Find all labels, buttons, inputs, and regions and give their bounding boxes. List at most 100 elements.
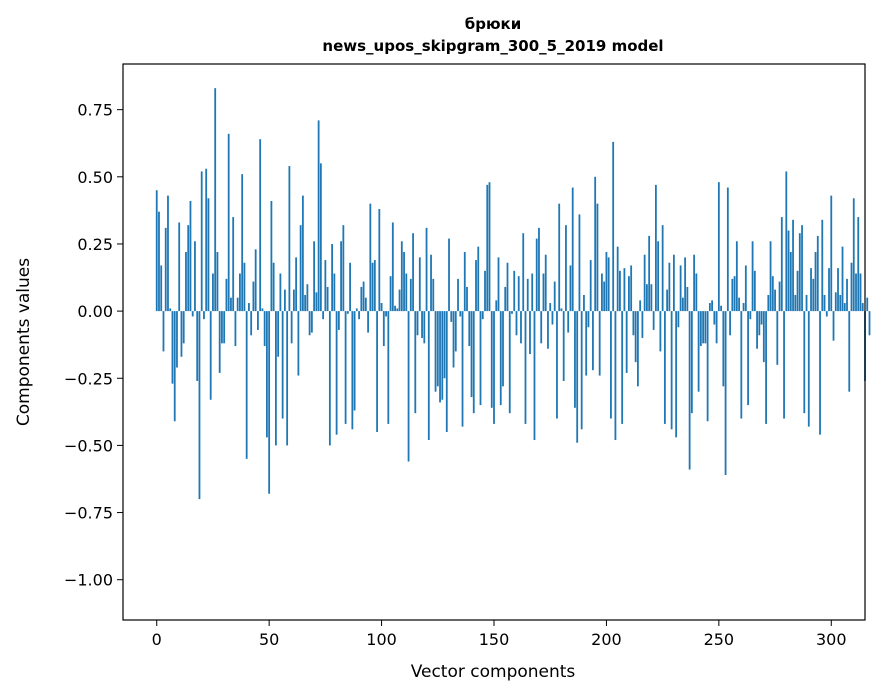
- bar: [774, 289, 776, 312]
- bar: [783, 311, 785, 419]
- bar: [610, 311, 612, 419]
- bar: [182, 311, 185, 344]
- bar: [641, 311, 644, 338]
- bar: [212, 273, 214, 312]
- bar: [670, 311, 673, 430]
- bar: [194, 241, 196, 312]
- bar: [378, 209, 381, 312]
- bar: [524, 311, 527, 424]
- bar: [715, 311, 718, 344]
- bar: [250, 311, 253, 336]
- bar: [304, 295, 307, 312]
- bar: [841, 246, 844, 312]
- bar: [185, 252, 187, 312]
- bar: [589, 260, 592, 312]
- bar: [583, 295, 585, 312]
- bar: [423, 311, 426, 344]
- bar: [630, 265, 633, 312]
- bar: [488, 182, 491, 312]
- bar: [369, 203, 372, 312]
- bar: [785, 171, 788, 312]
- bar: [621, 311, 624, 424]
- bar: [441, 311, 444, 400]
- bar: [690, 311, 693, 414]
- bar: [367, 311, 369, 333]
- bar: [654, 184, 657, 312]
- bar: [547, 311, 549, 349]
- bar: [778, 281, 781, 312]
- bar: [283, 289, 286, 312]
- bar: [225, 278, 228, 312]
- y-tick-label: −1.00: [64, 571, 113, 590]
- bar: [328, 311, 331, 446]
- bar: [616, 246, 619, 312]
- bar: [765, 311, 767, 424]
- bar: [866, 297, 869, 312]
- bar: [738, 297, 740, 312]
- bar: [735, 241, 738, 312]
- bar: [780, 217, 783, 312]
- bar: [266, 311, 268, 438]
- bar: [830, 195, 833, 312]
- bar: [565, 225, 567, 312]
- bar: [261, 308, 264, 312]
- bar: [637, 311, 639, 387]
- bar: [167, 195, 169, 312]
- bar: [324, 260, 327, 312]
- bar: [556, 311, 558, 419]
- bar: [803, 311, 806, 414]
- bar: [158, 211, 160, 312]
- bar: [657, 241, 660, 312]
- bar: [171, 311, 174, 384]
- bar: [697, 311, 700, 392]
- bar: [648, 235, 651, 312]
- bar: [787, 230, 790, 312]
- bar: [286, 311, 289, 446]
- bar: [502, 311, 504, 387]
- bar: [466, 286, 468, 312]
- bar: [306, 284, 309, 312]
- bar: [295, 257, 298, 312]
- bar: [180, 311, 183, 357]
- bar: [301, 195, 304, 312]
- bar: [553, 281, 556, 312]
- bar: [724, 311, 727, 475]
- x-tick-label: 250: [704, 630, 735, 649]
- bar: [207, 198, 210, 312]
- bar: [443, 311, 446, 379]
- bar: [607, 257, 610, 312]
- bar: [461, 311, 464, 427]
- bar: [776, 311, 779, 365]
- bar: [549, 303, 552, 312]
- bar: [506, 262, 509, 312]
- bar: [353, 311, 356, 411]
- bar: [504, 286, 507, 312]
- bar: [659, 311, 662, 352]
- bar: [789, 252, 792, 312]
- bar: [594, 176, 597, 312]
- bar: [409, 278, 412, 312]
- bar: [744, 265, 747, 312]
- bar: [677, 311, 680, 328]
- bar: [567, 311, 570, 333]
- bar: [652, 311, 655, 330]
- bar: [290, 311, 293, 344]
- x-tick-label: 300: [816, 630, 847, 649]
- bar: [396, 308, 399, 312]
- bar: [463, 252, 466, 312]
- bar: [634, 311, 637, 363]
- y-axis-ticks: 0.75 0.50 0.25 0.00 −0.25 −0.50 −0.75 −1.00: [64, 101, 123, 590]
- bar: [452, 311, 455, 368]
- bar: [792, 219, 794, 312]
- bar: [562, 311, 565, 381]
- bar: [445, 311, 448, 432]
- bar: [421, 311, 423, 338]
- bar: [574, 311, 576, 408]
- bar: [239, 273, 241, 312]
- bar: [702, 311, 705, 344]
- bar: [499, 311, 502, 406]
- bar: [834, 292, 837, 312]
- bar: [400, 241, 403, 312]
- bar: [191, 311, 194, 317]
- bar: [798, 233, 801, 312]
